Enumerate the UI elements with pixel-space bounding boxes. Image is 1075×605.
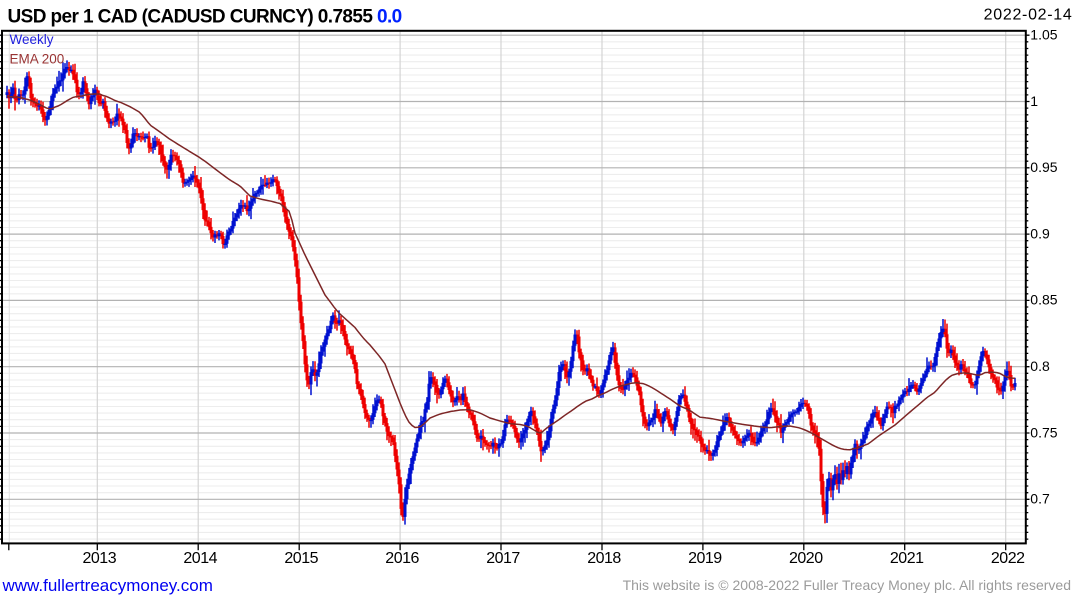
- svg-text:2016: 2016: [385, 550, 419, 567]
- svg-text:0.9: 0.9: [1030, 225, 1050, 241]
- svg-text:0.85: 0.85: [1030, 292, 1057, 308]
- svg-text:2022: 2022: [991, 550, 1025, 567]
- svg-text:2021: 2021: [890, 550, 924, 567]
- svg-text:0.95: 0.95: [1030, 159, 1057, 175]
- svg-text:Weekly: Weekly: [10, 32, 54, 47]
- svg-text:2018: 2018: [587, 550, 621, 567]
- svg-text:1: 1: [1030, 93, 1038, 109]
- svg-text:2013: 2013: [83, 550, 117, 567]
- svg-text:www.fullertreacymoney.com: www.fullertreacymoney.com: [2, 576, 213, 595]
- svg-text:EMA 200: EMA 200: [10, 52, 65, 67]
- svg-text:2017: 2017: [486, 550, 520, 567]
- svg-text:0.8: 0.8: [1030, 358, 1050, 374]
- svg-text:2019: 2019: [688, 550, 722, 567]
- svg-text:2015: 2015: [284, 550, 318, 567]
- svg-text:0.75: 0.75: [1030, 424, 1057, 440]
- svg-text:1.05: 1.05: [1030, 27, 1057, 43]
- svg-text:USD per 1 CAD (CADUSD CURNCY): USD per 1 CAD (CADUSD CURNCY) 0.7855 0.0: [8, 7, 402, 28]
- svg-text:0.7: 0.7: [1030, 491, 1050, 507]
- svg-text:This website is © 2008-2022 Fu: This website is © 2008-2022 Fuller Treac…: [623, 577, 1071, 593]
- svg-text:2014: 2014: [183, 550, 217, 567]
- svg-text:2022-02-14: 2022-02-14: [984, 7, 1073, 24]
- svg-text:2020: 2020: [789, 550, 823, 567]
